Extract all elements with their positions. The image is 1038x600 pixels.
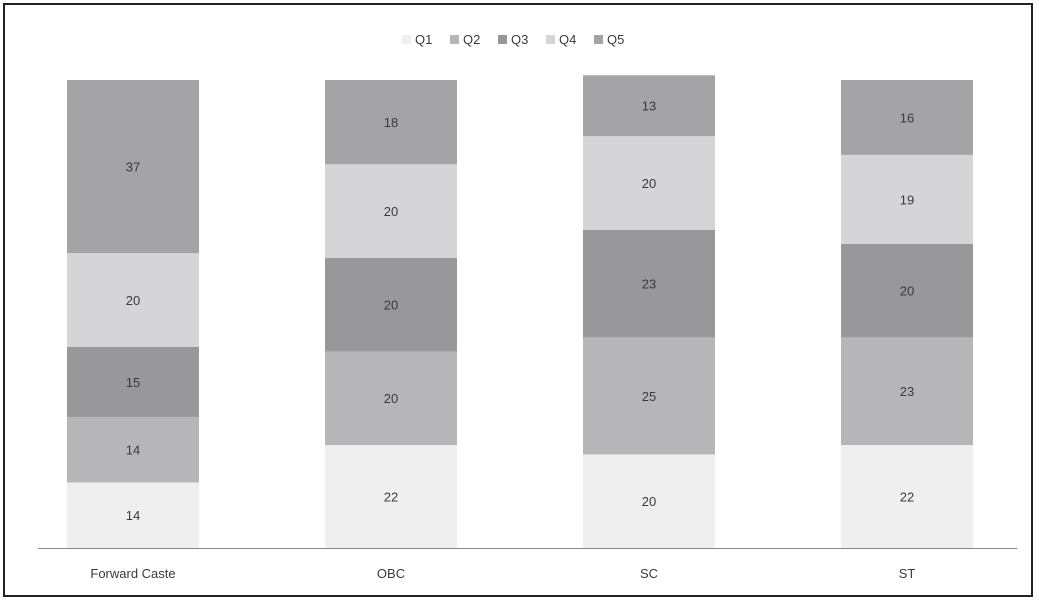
bar-q3-forward-caste xyxy=(67,346,199,417)
legend-swatch xyxy=(546,35,555,44)
data-label: 20 xyxy=(642,176,656,191)
data-label: 20 xyxy=(126,293,140,308)
bar-q3-sc xyxy=(583,229,715,338)
legend-item-q5: Q5 xyxy=(594,32,624,47)
legend-label: Q5 xyxy=(607,32,624,47)
x-tick-label: ST xyxy=(899,566,916,581)
bar-q2-obc xyxy=(325,351,457,446)
x-tick-labels: Forward Caste OBC SC ST xyxy=(90,566,915,581)
data-label: 14 xyxy=(126,508,140,523)
legend-swatch xyxy=(594,35,603,44)
bar-q5-st xyxy=(841,80,973,155)
x-tick-label: OBC xyxy=(377,566,405,581)
bars xyxy=(67,75,973,548)
legend-item-q4: Q4 xyxy=(546,32,576,47)
data-label: 18 xyxy=(384,115,398,130)
data-label: 37 xyxy=(126,160,140,175)
data-labels: 14 14 15 20 37 22 20 20 20 18 20 25 23 20 13 22 23 20 19 16 xyxy=(126,99,914,523)
chart-frame: Q1 Q2 Q3 Q4 Q5 14 14 15 20 37 22 20 20 20 18 20 25 23 20 1… xyxy=(3,3,1033,597)
bar-q1-obc xyxy=(325,445,457,548)
data-label: 19 xyxy=(900,192,914,207)
bar-q4-st xyxy=(841,154,973,244)
bar-q3-obc xyxy=(325,257,457,352)
data-label: 16 xyxy=(900,110,914,125)
x-tick-label: SC xyxy=(640,566,658,581)
legend-label: Q3 xyxy=(511,32,528,47)
bar-q5-obc xyxy=(325,80,457,165)
bar-q1-sc xyxy=(583,454,715,548)
data-label: 22 xyxy=(384,490,398,505)
legend-swatch xyxy=(402,35,411,44)
bar-q5-forward-caste xyxy=(67,80,199,254)
bar-q4-obc xyxy=(325,164,457,258)
data-label: 23 xyxy=(642,277,656,292)
legend-item-q2: Q2 xyxy=(450,32,480,47)
data-label: 14 xyxy=(126,443,140,458)
data-label: 20 xyxy=(384,204,398,219)
data-label: 20 xyxy=(384,298,398,313)
data-label: 22 xyxy=(900,490,914,505)
bar-q4-forward-caste xyxy=(67,253,199,347)
legend-label: Q1 xyxy=(415,32,432,47)
legend: Q1 Q2 Q3 Q4 Q5 xyxy=(402,32,624,47)
data-label: 20 xyxy=(642,494,656,509)
data-label: 13 xyxy=(642,99,656,114)
legend-swatch xyxy=(450,35,459,44)
data-label: 23 xyxy=(900,384,914,399)
bar-q2-st xyxy=(841,337,973,446)
bar-q3-st xyxy=(841,243,973,338)
data-label: 20 xyxy=(384,391,398,406)
bar-q1-forward-caste xyxy=(67,482,199,548)
legend-item-q1: Q1 xyxy=(402,32,432,47)
legend-swatch xyxy=(498,35,507,44)
data-label: 15 xyxy=(126,375,140,390)
x-tick-label: Forward Caste xyxy=(90,566,175,581)
legend-label: Q2 xyxy=(463,32,480,47)
bar-q5-sc xyxy=(583,75,715,137)
stacked-bar-chart: Q1 Q2 Q3 Q4 Q5 14141520372220202018202523201… xyxy=(38,32,1017,581)
data-label: 20 xyxy=(900,284,914,299)
data-label: 25 xyxy=(642,389,656,404)
bar-q2-forward-caste xyxy=(67,416,199,483)
bar-q4-sc xyxy=(583,136,715,230)
bar-q2-sc xyxy=(583,337,715,455)
bar-q1-st xyxy=(841,445,973,548)
legend-item-q3: Q3 xyxy=(498,32,528,47)
legend-label: Q4 xyxy=(559,32,576,47)
